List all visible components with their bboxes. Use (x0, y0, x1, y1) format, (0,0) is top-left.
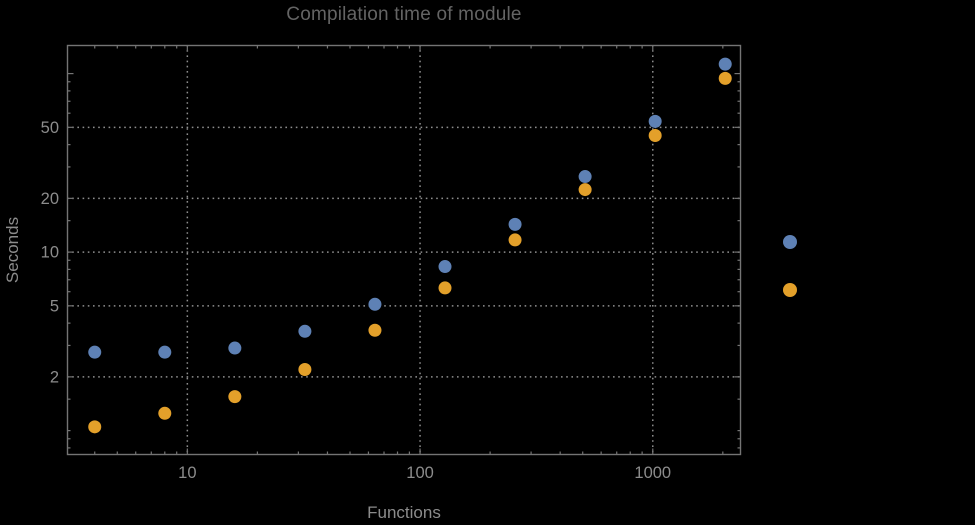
y-tick-label: 10 (41, 244, 59, 262)
y-tick-label: 5 (50, 297, 59, 315)
data-point-series-2-orange (438, 281, 452, 295)
plot-frame (66, 44, 742, 456)
data-point-series-2-orange (88, 420, 102, 434)
data-point-series-2-orange (228, 390, 242, 404)
y-axis-title: Seconds (3, 216, 22, 284)
data-point-series-2-orange (298, 362, 312, 376)
y-tick-label: 2 (50, 368, 59, 386)
data-point-series-1-blue (298, 324, 312, 338)
data-point-series-2-orange (718, 71, 732, 85)
x-tick-label: 100 (406, 464, 434, 482)
y-tick-label: 50 (41, 119, 59, 137)
data-point-series-2-orange (648, 128, 662, 142)
data-point-series-1-blue (228, 341, 242, 355)
x-tick-label: 10 (178, 464, 196, 482)
data-point-series-1-blue (578, 170, 592, 184)
data-point-series-1-blue (718, 57, 732, 71)
data-point-series-1-blue (88, 345, 102, 359)
legend-marker-series-2-orange (783, 283, 797, 297)
data-point-series-2-orange (158, 406, 172, 420)
data-point-series-1-blue (648, 114, 662, 128)
data-point-series-1-blue (438, 260, 452, 274)
data-point-series-2-orange (368, 323, 382, 337)
x-tick-label: 1000 (634, 464, 671, 482)
data-point-series-2-orange (578, 183, 592, 197)
x-axis-title: Functions (367, 503, 441, 522)
chart-title: Compilation time of module (286, 4, 522, 25)
data-point-series-1-blue (158, 345, 172, 359)
data-point-series-1-blue (508, 217, 522, 231)
legend-marker-series-1-blue (783, 235, 797, 249)
data-point-series-2-orange (508, 233, 522, 247)
data-point-series-1-blue (368, 297, 382, 311)
y-tick-label: 20 (41, 190, 59, 208)
